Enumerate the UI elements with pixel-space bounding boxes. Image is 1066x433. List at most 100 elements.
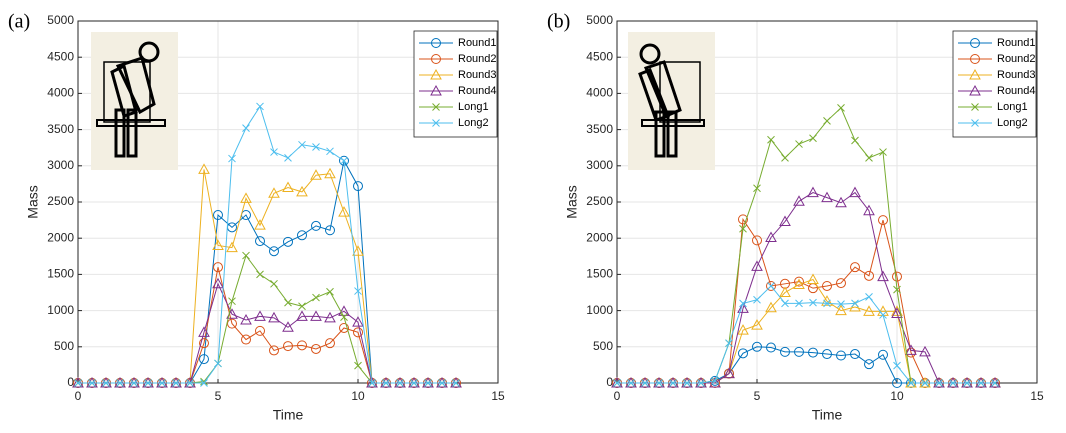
marker [891,307,903,318]
marker [864,270,874,281]
marker [879,148,887,156]
marker [452,379,460,387]
marker [339,322,349,333]
series-line [78,105,456,384]
y-tick-label: 1500 [586,267,613,281]
marker [269,246,279,257]
marker [240,192,252,203]
marker [977,379,985,387]
legend-box [952,30,1037,138]
marker [199,354,209,365]
marker [822,280,832,291]
marker [921,379,929,387]
marker [227,318,237,329]
legend-marker [970,38,980,48]
legend-label: Long1 [997,101,1028,113]
marker [823,117,831,125]
marker [709,376,721,388]
axes-box [77,20,499,384]
x-tick-label: 15 [491,389,505,403]
marker [130,379,138,387]
marker [353,327,363,338]
marker [338,206,350,217]
marker [310,169,322,180]
marker [879,311,887,319]
marker [282,181,294,193]
marker [325,338,335,349]
x-tick-label: 10 [890,389,904,403]
legend-marker [971,119,979,127]
legend-label: Long2 [997,117,1028,129]
marker [410,379,418,387]
marker [144,379,152,387]
marker [877,270,889,282]
y-tick-label: 2500 [586,194,613,208]
marker [613,379,621,387]
y-tick-label: 4000 [586,86,613,100]
y-tick-label: 500 [593,339,613,353]
marker [893,361,901,370]
marker [711,376,719,385]
marker [312,293,320,302]
marker [256,270,264,279]
marker [807,186,819,198]
legend-marker [971,103,979,111]
marker [753,184,761,193]
y-axis-label: Mass [25,185,41,218]
marker [836,278,846,289]
marker [765,231,777,242]
marker [268,311,280,323]
marker [226,241,238,253]
marker [212,277,224,289]
marker [739,299,747,308]
series-line [617,285,995,384]
marker [752,235,762,246]
legend-label: Round4 [997,85,1036,97]
marker [878,349,888,360]
marker [352,316,364,327]
marker [878,215,888,226]
x-tick-label: 5 [754,389,761,403]
marker [311,343,321,354]
marker [296,310,308,321]
marker [298,302,306,311]
y-tick-label: 0 [606,375,613,389]
marker [296,185,308,197]
marker [283,341,293,352]
marker [241,334,251,345]
marker [325,225,335,236]
marker [738,348,748,359]
marker [809,298,817,307]
legend-marker [431,54,441,64]
icon-b [628,32,715,170]
marker [198,326,210,337]
marker [767,282,775,290]
marker [354,287,362,295]
marker [751,319,763,330]
x-tick-label: 0 [75,389,82,403]
marker [807,273,819,284]
marker [766,280,776,291]
marker [254,310,266,321]
marker [737,302,749,313]
marker [850,349,860,360]
marker [312,143,320,151]
marker [338,305,350,316]
marker [669,379,677,387]
legend-marker [431,38,441,48]
y-tick-label: 4500 [586,49,613,63]
panel-label: (b) [547,11,570,33]
marker [849,186,861,198]
legend-label: Round1 [458,37,497,49]
marker [697,379,705,387]
marker [865,153,873,162]
marker [353,181,363,192]
marker [836,350,846,361]
marker [354,361,362,370]
marker [809,134,817,143]
marker [255,236,265,247]
marker [723,367,735,379]
marker [752,341,762,352]
marker [228,154,236,163]
